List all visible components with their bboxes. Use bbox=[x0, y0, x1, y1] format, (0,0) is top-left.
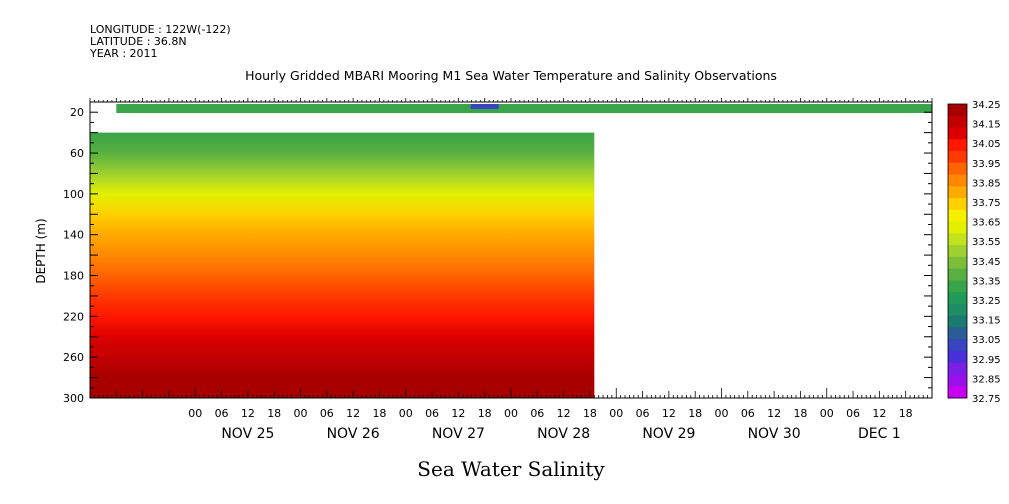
x-hour-label: 00 bbox=[715, 407, 729, 420]
colorbar-swatch bbox=[948, 151, 967, 164]
x-hour-label: 06 bbox=[215, 407, 229, 420]
surface-salinity-band bbox=[116, 104, 932, 113]
colorbar-swatch bbox=[948, 350, 967, 364]
y-tick-label: 300 bbox=[63, 392, 84, 405]
salinity-field bbox=[90, 104, 932, 398]
x-hour-label: 12 bbox=[872, 407, 886, 420]
colorbar-label: 33.75 bbox=[972, 198, 1001, 209]
colorbar-swatch bbox=[948, 139, 967, 152]
colorbar-swatch bbox=[948, 209, 967, 223]
colorbar-swatch bbox=[948, 280, 967, 293]
y-tick-label: 260 bbox=[63, 351, 84, 364]
x-hour-label: 00 bbox=[399, 407, 413, 420]
x-hour-label: 12 bbox=[346, 407, 360, 420]
x-hour-label: 00 bbox=[609, 407, 623, 420]
x-hour-label: 06 bbox=[741, 407, 755, 420]
x-hour-label: 12 bbox=[557, 407, 571, 420]
x-hour-label: 18 bbox=[899, 407, 913, 420]
x-day-label: NOV 28 bbox=[537, 426, 590, 442]
x-hour-label: 18 bbox=[688, 407, 702, 420]
x-hour-label: 06 bbox=[425, 407, 439, 420]
x-day-label: NOV 25 bbox=[221, 426, 274, 442]
x-hour-label: 06 bbox=[846, 407, 860, 420]
colorbar-swatch bbox=[948, 327, 967, 340]
colorbar-swatch bbox=[948, 127, 967, 140]
colorbar-swatch bbox=[948, 303, 967, 317]
x-hour-label: 06 bbox=[530, 407, 544, 420]
x-hour-label: 00 bbox=[504, 407, 518, 420]
colorbar-swatch bbox=[948, 386, 967, 399]
x-hour-label: 18 bbox=[793, 407, 807, 420]
y-tick-label: 100 bbox=[63, 188, 84, 201]
colorbar-swatch bbox=[948, 374, 967, 387]
y-tick-label: 220 bbox=[63, 310, 84, 323]
x-hour-label: 12 bbox=[241, 407, 255, 420]
colorbar-label: 33.45 bbox=[972, 257, 1001, 268]
x-day-label: NOV 30 bbox=[748, 426, 801, 442]
x-hour-label: 18 bbox=[267, 407, 281, 420]
x-hour-label: 18 bbox=[372, 407, 386, 420]
salinity-profile-fill bbox=[90, 132, 595, 398]
colorbar-label: 33.55 bbox=[972, 237, 1001, 248]
colorbar-swatch bbox=[948, 174, 967, 187]
colorbar-swatch bbox=[948, 198, 967, 211]
x-day-label: NOV 26 bbox=[327, 426, 380, 442]
y-tick-label: 20 bbox=[70, 106, 84, 119]
colorbar-label: 33.35 bbox=[972, 276, 1001, 287]
x-day-label: NOV 27 bbox=[432, 426, 485, 442]
x-hour-label: 00 bbox=[820, 407, 834, 420]
colorbar-swatch bbox=[948, 315, 967, 328]
colorbar-swatch bbox=[948, 292, 967, 305]
latitude-label: LATITUDE : 36.8N bbox=[90, 35, 187, 48]
y-tick-label: 140 bbox=[63, 229, 84, 242]
colorbar-swatch bbox=[948, 186, 967, 199]
x-hour-label: 00 bbox=[294, 407, 308, 420]
colorbar-label: 33.05 bbox=[972, 335, 1001, 346]
colorbar-swatch bbox=[948, 256, 967, 270]
colorbar-swatch bbox=[948, 339, 967, 352]
colorbar-swatch bbox=[948, 268, 967, 281]
colorbar-swatch bbox=[948, 162, 967, 176]
colorbar-label: 32.95 bbox=[972, 355, 1001, 366]
colorbar-swatch bbox=[948, 115, 967, 129]
colorbar-label: 32.75 bbox=[972, 394, 1001, 405]
colorbar-label: 33.15 bbox=[972, 316, 1001, 327]
colorbar-label: 33.95 bbox=[972, 159, 1001, 170]
colorbar-label: 32.85 bbox=[972, 374, 1001, 385]
y-tick-label: 60 bbox=[70, 147, 84, 160]
chart-title: Hourly Gridded MBARI Mooring M1 Sea Wate… bbox=[245, 68, 777, 83]
x-hour-label: 18 bbox=[478, 407, 492, 420]
x-axis-label: Sea Water Salinity bbox=[417, 457, 605, 481]
longitude-label: LONGITUDE : 122W(-122) bbox=[90, 23, 231, 36]
colorbar-label: 33.85 bbox=[972, 178, 1001, 189]
x-day-label: NOV 29 bbox=[642, 426, 695, 442]
colorbar-swatch bbox=[948, 221, 967, 234]
colorbar-swatch bbox=[948, 104, 967, 117]
x-hour-label: 12 bbox=[451, 407, 465, 420]
y-tick-label: 180 bbox=[63, 270, 84, 283]
colorbar-label: 33.65 bbox=[972, 218, 1001, 229]
y-axis-label: DEPTH (m) bbox=[34, 218, 48, 283]
colorbar-label: 33.25 bbox=[972, 296, 1001, 307]
colorbar-swatch bbox=[948, 245, 967, 258]
x-hour-label: 06 bbox=[320, 407, 334, 420]
x-hour-label: 06 bbox=[636, 407, 650, 420]
colorbar: 34.25 34.15 34.05 33.95 33.85 33.75 33.65 33.55… bbox=[947, 100, 1001, 405]
x-day-label: DEC 1 bbox=[858, 426, 901, 442]
x-hour-label: 12 bbox=[662, 407, 676, 420]
colorbar-label: 34.05 bbox=[972, 139, 1001, 150]
year-label: YEAR : 2011 bbox=[90, 47, 158, 60]
x-hour-label: 18 bbox=[583, 407, 597, 420]
colorbar-swatch bbox=[948, 233, 967, 246]
x-hour-label: 00 bbox=[188, 407, 202, 420]
colorbar-swatch bbox=[948, 362, 967, 375]
x-hour-label: 12 bbox=[767, 407, 781, 420]
surface-salinity-minimum bbox=[470, 104, 499, 109]
colorbar-label: 34.25 bbox=[972, 100, 1001, 111]
colorbar-label: 34.15 bbox=[972, 120, 1001, 131]
axes: 20 60 100 140 180 220 260 300 00 06 12 18 00 06 12 18 00… bbox=[63, 98, 933, 442]
